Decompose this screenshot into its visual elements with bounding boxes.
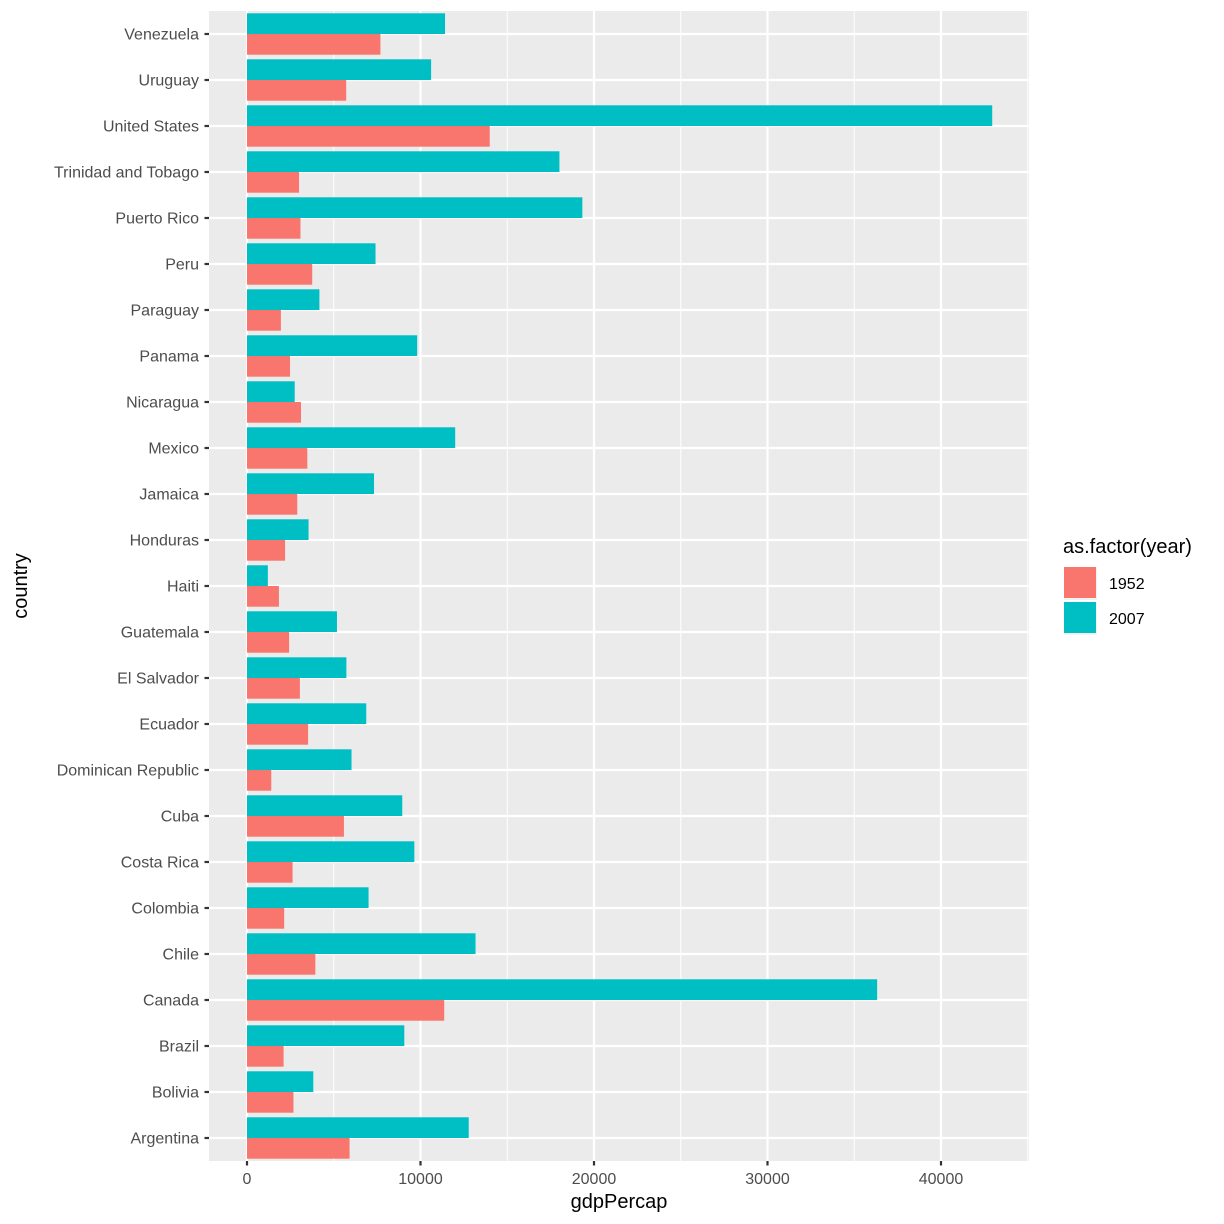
x-tick-label: 20000 xyxy=(572,1171,617,1188)
x-axis: 0 10000 20000 30000 40000 xyxy=(243,1161,964,1188)
bar-2007-paraguay xyxy=(247,289,320,310)
bar-1952-trinidad-and-tobago xyxy=(247,172,300,193)
y-tick-label: Panama xyxy=(139,349,199,366)
bar-1952-haiti xyxy=(247,586,279,607)
x-tick-label: 0 xyxy=(243,1171,252,1188)
bar-2007-haiti xyxy=(247,565,268,586)
bar-1952-jamaica xyxy=(247,494,298,515)
major-gridlines xyxy=(209,11,1029,1161)
bar-2007-colombia xyxy=(247,887,369,908)
bar-1952-dominican-republic xyxy=(247,770,272,791)
y-tick-label: Ecuador xyxy=(139,717,199,734)
bar-1952-argentina xyxy=(247,1138,350,1159)
bar-2007-chile xyxy=(247,933,476,954)
y-tick-label: Haiti xyxy=(167,579,199,596)
y-tick-label: Honduras xyxy=(130,533,199,550)
bar-1952-brazil xyxy=(247,1046,284,1067)
y-tick-label: Costa Rica xyxy=(121,855,199,872)
bar-1952-peru xyxy=(247,264,313,285)
y-tick-label: Dominican Republic xyxy=(57,763,199,780)
legend: as.factor(year) 1952 2007 xyxy=(1063,536,1192,635)
bar-1952-canada xyxy=(247,1000,445,1021)
legend-swatch-2007 xyxy=(1064,602,1096,633)
bar-1952-mexico xyxy=(247,448,308,469)
bar-1952-uruguay xyxy=(247,80,347,101)
bar-2007-argentina xyxy=(247,1117,469,1138)
y-tick-label: Chile xyxy=(163,947,200,964)
bar-1952-bolivia xyxy=(247,1092,294,1113)
bar-2007-brazil xyxy=(247,1025,405,1046)
bar-2007-cuba xyxy=(247,795,403,816)
bar-1952-paraguay xyxy=(247,310,281,331)
bar-2007-trinidad-and-tobago xyxy=(247,151,560,172)
bar-2007-costa-rica xyxy=(247,841,415,862)
y-tick-label: Guatemala xyxy=(121,625,199,642)
bar-1952-panama xyxy=(247,356,291,377)
bar-2007-uruguay xyxy=(247,59,432,80)
y-tick-label: Colombia xyxy=(131,901,199,918)
bar-1952-venezuela xyxy=(247,34,381,55)
bar-2007-canada xyxy=(247,979,878,1000)
y-tick-label: Mexico xyxy=(148,441,199,458)
bar-1952-united-states xyxy=(247,126,490,147)
bar-2007-panama xyxy=(247,335,418,356)
y-tick-label: Nicaragua xyxy=(126,395,199,412)
y-tick-label: Peru xyxy=(165,257,199,274)
bar-1952-chile xyxy=(247,954,316,975)
bar-1952-colombia xyxy=(247,908,285,929)
y-tick-label: Paraguay xyxy=(131,303,200,320)
bar-1952-el-salvador xyxy=(247,678,300,699)
y-tick-label: El Salvador xyxy=(117,671,199,688)
y-tick-label: Trinidad and Tobago xyxy=(54,165,199,182)
bar-2007-honduras xyxy=(247,519,309,540)
y-axis: Argentina Bolivia Brazil Canada Chile Colombi… xyxy=(54,27,209,1148)
x-tick-label: 10000 xyxy=(398,1171,443,1188)
bar-2007-puerto-rico xyxy=(247,197,583,218)
bar-2007-jamaica xyxy=(247,473,375,494)
y-axis-title: country xyxy=(10,553,32,619)
bar-2007-bolivia xyxy=(247,1071,314,1092)
bar-2007-mexico xyxy=(247,427,456,448)
x-tick-label: 40000 xyxy=(919,1171,964,1188)
bar-2007-peru xyxy=(247,243,376,264)
bar-2007-dominican-republic xyxy=(247,749,352,770)
bar-2007-venezuela xyxy=(247,13,446,35)
y-tick-label: Venezuela xyxy=(124,27,199,44)
y-tick-label: Cuba xyxy=(161,809,199,826)
y-tick-label: Puerto Rico xyxy=(115,211,199,228)
y-tick-label: Brazil xyxy=(159,1039,199,1056)
legend-label-1952: 1952 xyxy=(1109,576,1145,593)
bar-2007-nicaragua xyxy=(247,381,295,402)
y-tick-label: Argentina xyxy=(131,1131,200,1148)
y-tick-label: United States xyxy=(103,119,199,136)
bar-1952-guatemala xyxy=(247,632,290,653)
bar-2007-united-states xyxy=(247,105,993,126)
bar-1952-nicaragua xyxy=(247,402,301,423)
legend-swatch-1952 xyxy=(1064,567,1096,598)
bar-1952-puerto-rico xyxy=(247,218,301,239)
y-tick-label: Jamaica xyxy=(139,487,199,504)
bar-2007-guatemala xyxy=(247,611,337,632)
bar-1952-honduras xyxy=(247,540,286,561)
x-tick-label: 30000 xyxy=(745,1171,790,1188)
bar-2007-el-salvador xyxy=(247,657,347,678)
bar-1952-costa-rica xyxy=(247,862,293,883)
bar-2007-ecuador xyxy=(247,703,367,724)
y-tick-label: Uruguay xyxy=(139,73,199,90)
y-tick-label: Bolivia xyxy=(152,1085,199,1102)
legend-title: as.factor(year) xyxy=(1063,536,1192,558)
bar-1952-ecuador xyxy=(247,724,309,745)
legend-label-2007: 2007 xyxy=(1109,611,1145,628)
bars-layer xyxy=(247,13,993,1159)
bar-1952-cuba xyxy=(247,816,344,837)
x-axis-title: gdpPercap xyxy=(571,1191,668,1213)
y-tick-label: Canada xyxy=(143,993,199,1010)
